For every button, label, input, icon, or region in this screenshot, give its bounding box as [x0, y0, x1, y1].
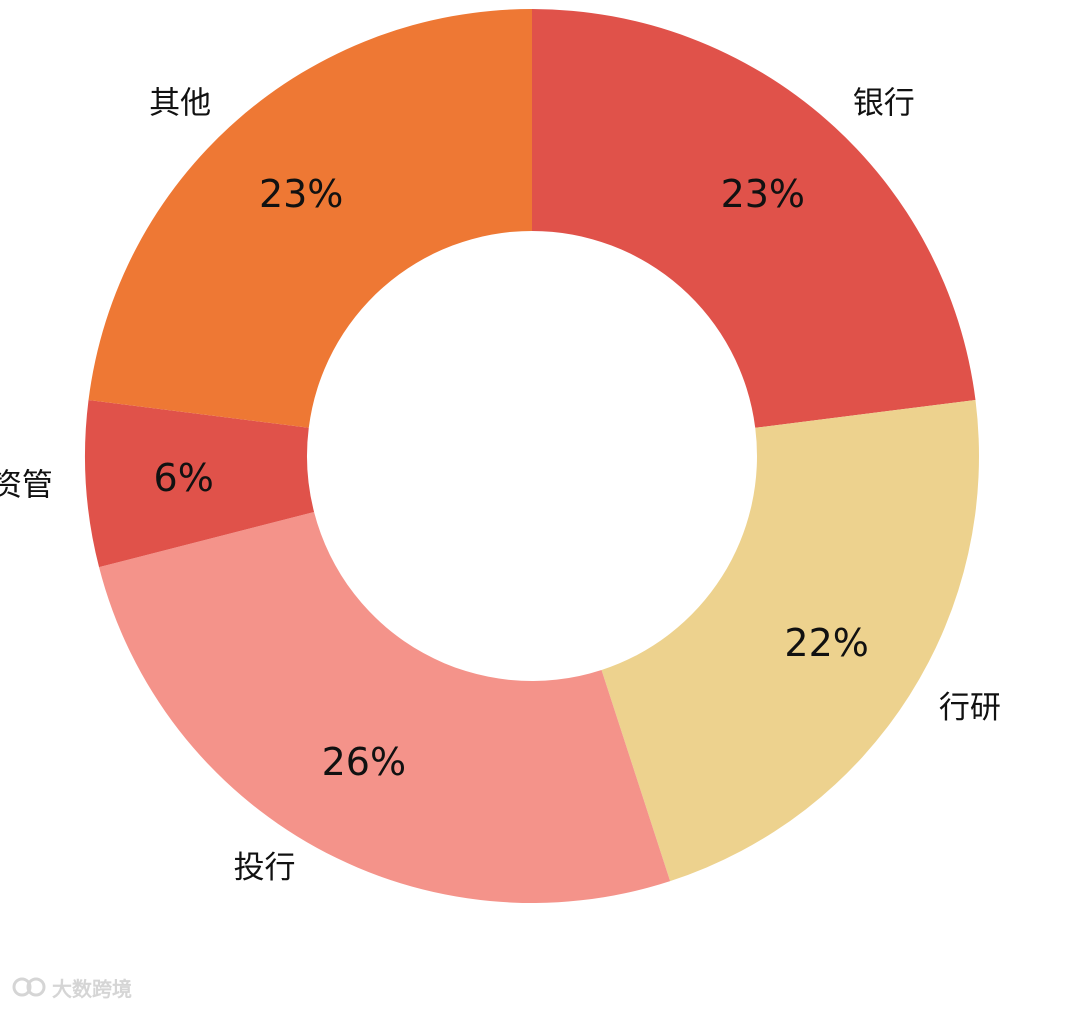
slice-3	[84, 399, 315, 568]
watermark: 大数跨境	[12, 968, 132, 1006]
slice-4	[88, 9, 533, 428]
slice-value-label-3: 6%	[154, 456, 214, 500]
slice-value-label-1: 22%	[784, 621, 868, 665]
slice-category-label-4: 其他	[149, 85, 211, 121]
watermark-logo-icon	[12, 977, 46, 997]
slice-2	[99, 511, 671, 903]
slice-category-label-3: 资管	[0, 468, 53, 504]
slice-category-label-1: 行研	[939, 690, 1001, 726]
slice-value-label-2: 26%	[322, 740, 406, 784]
slice-value-label-0: 23%	[721, 172, 805, 216]
slice-1	[601, 399, 979, 882]
slice-value-label-4: 23%	[259, 172, 343, 216]
watermark-text: 大数跨境	[52, 976, 132, 1001]
slices-group	[84, 9, 979, 903]
slice-0	[532, 9, 976, 428]
slice-category-label-2: 投行	[234, 850, 296, 886]
slice-category-label-0: 银行	[853, 85, 915, 121]
labels-group: 23% 银行 22% 行研 26% 投行 6% 资管 23% 其他	[0, 85, 1001, 885]
